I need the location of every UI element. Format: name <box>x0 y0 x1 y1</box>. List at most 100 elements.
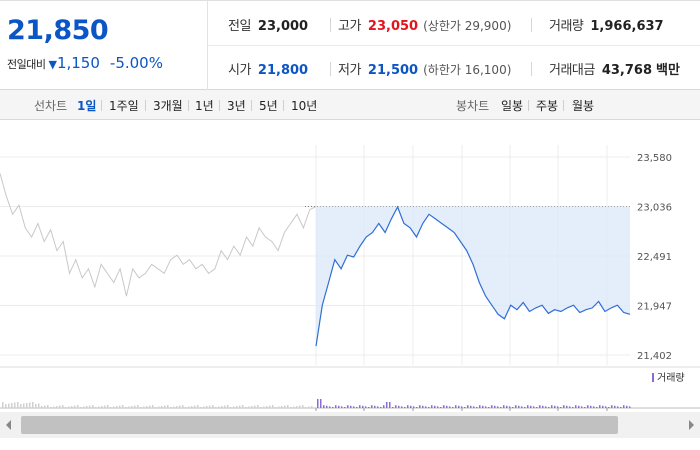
volume-bar <box>293 406 295 408</box>
tab-3year[interactable]: 3년 <box>227 99 246 113</box>
volume-bar <box>194 405 196 408</box>
volume-bar <box>80 407 82 408</box>
volume-bar <box>311 406 313 408</box>
divider <box>219 100 220 111</box>
volume-bar <box>458 405 460 408</box>
volume-bar <box>398 405 400 408</box>
volume-bar <box>8 403 10 408</box>
price-summary: 21,850 전일대비 ▼ 1,150 -5.00% 전일 23,000 고가 … <box>0 0 700 90</box>
volume-bar <box>278 406 280 408</box>
volume-bar <box>449 406 451 408</box>
volume-bar <box>584 407 586 408</box>
volume-bar <box>413 406 415 408</box>
volume-bar <box>185 407 187 408</box>
volume-bar <box>452 407 454 408</box>
y-tick-label: 21,402 <box>637 351 672 362</box>
current-price: 21,850 <box>7 15 109 46</box>
divider <box>188 100 189 111</box>
candle-chart-label: 봉차트 <box>456 99 490 113</box>
volume-bar <box>320 399 322 408</box>
volume-bar <box>362 405 364 408</box>
volume-bar <box>308 406 310 408</box>
divider <box>531 62 532 76</box>
line-chart-label: 선차트 <box>34 99 68 113</box>
price-chart: 23,580 23,036 22,491 21,947 21,402 거래량 <box>0 145 700 411</box>
volume-bar <box>224 405 226 408</box>
volume-bar <box>548 407 550 408</box>
volume-bar <box>20 404 22 408</box>
volume-bar <box>332 407 334 408</box>
tab-5year[interactable]: 5년 <box>259 99 278 113</box>
volume-bar <box>38 403 40 408</box>
volume-bar <box>11 403 13 408</box>
chart-scrollbar[interactable] <box>0 412 700 438</box>
volume-bar <box>23 403 25 408</box>
volume-bar <box>77 405 79 408</box>
volume-bar <box>164 405 166 408</box>
trade-value: 43,768 <box>601 63 653 78</box>
volume-bar <box>569 406 571 408</box>
volume-bar <box>152 405 154 408</box>
scroll-right-icon[interactable] <box>689 420 694 430</box>
volume-bar <box>17 402 19 408</box>
tab-weekly-candle[interactable]: 주봉 <box>536 99 559 113</box>
volume-bar <box>509 406 511 408</box>
volume-bar <box>257 405 259 408</box>
volume-bar <box>506 405 508 408</box>
volume-bar <box>461 406 463 408</box>
volume-bar <box>299 405 301 408</box>
volume-bar <box>272 405 274 408</box>
volume-bar <box>251 406 253 408</box>
upper-limit: (상한가 29,900) <box>423 19 512 33</box>
divider <box>563 100 564 111</box>
volume-bar <box>323 405 325 408</box>
volume-bar <box>284 405 286 408</box>
volume-bar <box>497 406 499 408</box>
divider <box>145 100 146 111</box>
volume-bar <box>611 405 613 408</box>
volume-bar <box>191 406 193 408</box>
tab-10year[interactable]: 10년 <box>291 99 318 113</box>
volume-bar <box>536 407 538 408</box>
scrollbar-thumb[interactable] <box>21 416 618 434</box>
volume-bar <box>401 406 403 408</box>
volume-bar <box>233 406 235 408</box>
tab-3month[interactable]: 3개월 <box>153 99 183 113</box>
volume-bar <box>629 406 631 408</box>
tab-daily-candle[interactable]: 일봉 <box>501 99 524 113</box>
volume-bar <box>437 406 439 408</box>
volume-bar <box>344 407 346 408</box>
volume-bar <box>83 406 85 408</box>
volume-bar <box>59 405 61 408</box>
volume-bar <box>68 406 70 408</box>
volume-bar <box>392 407 394 408</box>
volume-bar <box>128 406 130 408</box>
volume-bar <box>29 402 31 408</box>
volume-bar <box>260 407 262 408</box>
today-area <box>316 206 630 347</box>
tab-1year[interactable]: 1년 <box>195 99 214 113</box>
volume-bar <box>56 406 58 408</box>
volume-bar <box>578 405 580 408</box>
volume-bar <box>587 405 589 408</box>
volume-bar <box>521 406 523 408</box>
tab-monthly-candle[interactable]: 월봉 <box>572 99 595 113</box>
volume-bar <box>410 405 412 408</box>
volume-bar <box>173 406 175 408</box>
volume-bar <box>512 407 514 408</box>
prev-close-label: 전일 <box>228 19 251 34</box>
volume-bar <box>305 407 307 408</box>
volume-bar <box>107 405 109 408</box>
tab-1day[interactable]: 1일 <box>77 99 97 113</box>
volume-bar <box>560 407 562 408</box>
volume-bar <box>371 405 373 408</box>
volume-bar <box>14 402 16 408</box>
scroll-left-icon[interactable] <box>6 420 11 430</box>
volume-bar <box>527 405 529 408</box>
volume-bar <box>566 405 568 408</box>
volume-bar <box>626 405 628 408</box>
volume-bar <box>455 405 457 408</box>
tab-1week[interactable]: 1주일 <box>109 99 139 113</box>
open-label: 시가 <box>228 63 251 78</box>
